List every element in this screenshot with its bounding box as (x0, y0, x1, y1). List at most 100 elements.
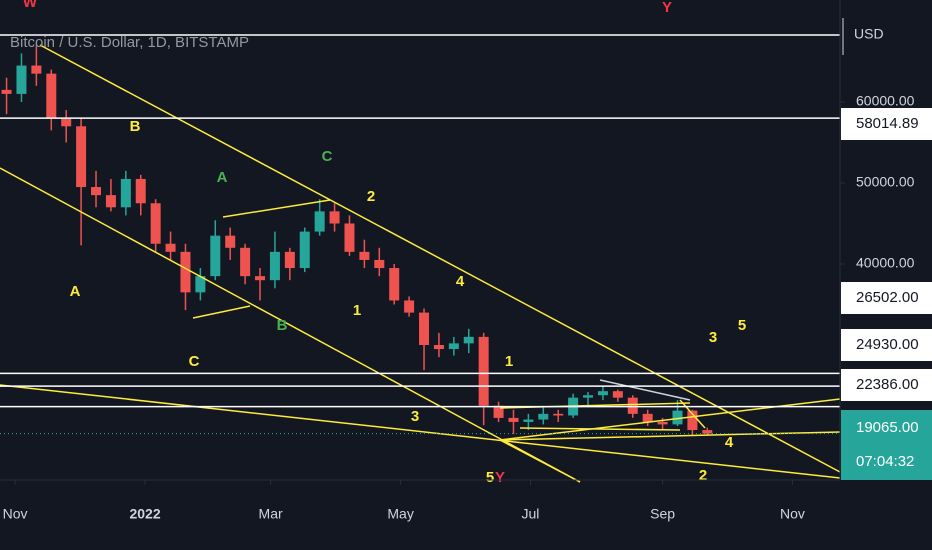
price-label: 26502.00 (856, 289, 919, 306)
wave-label: A (217, 169, 228, 186)
candle-body (448, 343, 459, 350)
candle-body (687, 410, 698, 431)
wave-label: 4 (725, 434, 734, 451)
candle-body (240, 247, 251, 277)
candle-body (419, 312, 430, 345)
candle-body (627, 397, 638, 414)
last-price-label: 19065.00 (856, 419, 919, 436)
trend-line (0, 167, 581, 483)
candle-body (210, 235, 221, 277)
wave-label: B (130, 118, 141, 135)
x-tick-label: Nov (3, 506, 28, 522)
candles (1, 45, 713, 436)
x-tick-label: Mar (259, 506, 283, 522)
candle-body (478, 336, 489, 406)
x-tick-label: Nov (780, 506, 805, 522)
candle-body (389, 268, 400, 301)
trend-line (222, 199, 331, 218)
y-tick-label: 50000.00 (856, 174, 915, 190)
wave-label: C (189, 353, 200, 370)
candle-body (553, 413, 564, 416)
candle-body (538, 413, 549, 420)
trend-line (0, 384, 841, 479)
candle-body (672, 410, 683, 425)
candle-body (1, 89, 12, 94)
countdown: 07:04:32 (856, 453, 914, 470)
candle-body (329, 211, 340, 224)
x-tick-label: 2022 (129, 506, 160, 522)
candle-body (642, 413, 653, 422)
x-tick-label: Sep (650, 506, 675, 522)
candle-body (135, 178, 146, 204)
price-label-box (841, 369, 932, 401)
price-label: 58014.89 (856, 115, 919, 132)
unit-label: USD (854, 26, 884, 42)
wave-label: 4 (456, 273, 465, 290)
candle-body (195, 276, 206, 293)
candle-body (433, 344, 444, 350)
candle-body (91, 187, 102, 196)
wave-label: 3 (411, 408, 419, 425)
wave-label: 1 (353, 302, 361, 319)
candle-body (508, 417, 519, 422)
candle-body (612, 391, 623, 398)
wave-label: B (277, 317, 288, 334)
wave-label: A (70, 283, 81, 300)
candle-body (374, 259, 385, 269)
candle-body (165, 243, 176, 252)
candle-body (344, 223, 355, 252)
candle-body (269, 251, 280, 281)
candle-body (463, 336, 474, 344)
candle-body (150, 203, 161, 244)
candle-body (702, 430, 713, 434)
trend-line (499, 431, 841, 441)
wave-label: Y (662, 0, 672, 16)
y-tick-label: 60000.00 (856, 93, 915, 109)
candle-body (61, 118, 72, 127)
candle-body (299, 231, 310, 269)
wave-label: 3 (709, 329, 717, 346)
candle-body (46, 73, 57, 119)
candle-body (493, 405, 504, 418)
candle-body (404, 300, 415, 313)
wave-label: 5 (738, 317, 746, 334)
wave-label: 2 (367, 188, 375, 205)
trend-line (499, 439, 581, 483)
wave-label: 5 (486, 469, 494, 486)
wave-label: 1 (505, 353, 513, 370)
candle-body (16, 65, 27, 94)
candle-body (31, 65, 42, 74)
candle-body (180, 251, 191, 293)
x-tick-label: Jul (522, 506, 540, 522)
trend-line (39, 44, 841, 473)
candle-body (120, 178, 131, 208)
price-label-box (841, 108, 932, 140)
candle-body (225, 235, 236, 248)
price-label: 24930.00 (856, 336, 919, 353)
candle-body (314, 211, 325, 232)
y-tick-label: 40000.00 (856, 255, 915, 271)
price-label: 22386.00 (856, 376, 919, 393)
candle-body (284, 251, 295, 269)
wave-label: Y (495, 469, 505, 486)
candle-body (255, 276, 266, 281)
candle-body (523, 419, 534, 422)
chart-title: Bitcoin / U.S. Dollar, 1D, BITSTAMP (10, 34, 249, 51)
last-price-box (841, 410, 932, 480)
trend-line (192, 305, 251, 319)
price-label-box (841, 329, 932, 361)
wave-label: 2 (699, 467, 707, 484)
candle-body (583, 395, 594, 398)
candle-body (597, 391, 608, 396)
x-tick-label: May (387, 506, 413, 522)
price-label-box (841, 282, 932, 314)
candle-body (76, 126, 87, 188)
candle-body (105, 195, 116, 208)
wave-label: W (23, 0, 38, 11)
trend-line (519, 427, 681, 431)
candle-body (359, 251, 370, 260)
candle-body (657, 421, 668, 425)
